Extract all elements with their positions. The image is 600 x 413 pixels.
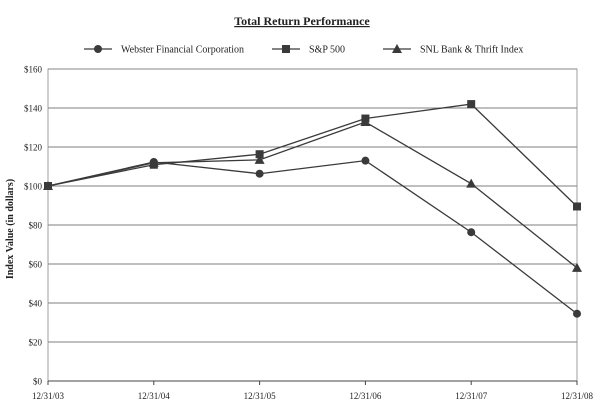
series-line [47,159,578,315]
x-tick-label: 12/31/07 [455,391,488,401]
legend-item: Webster Financial Corporation [84,45,244,56]
y-axis-label: Index Value (in dollars) [5,179,16,279]
y-tick-label: $40 [29,299,43,309]
data-point [255,150,264,159]
legend-item: S&P 500 [272,45,345,56]
data-point [148,157,159,167]
data-point [361,156,370,165]
series-square [44,100,581,211]
data-point [254,154,265,164]
data-point [573,202,581,211]
data-point [255,169,264,178]
y-tick-label: $100 [24,182,43,192]
legend-marker-triangle [392,44,402,53]
data-point [467,100,476,109]
data-point [467,228,476,237]
legend-label: S&P 500 [309,45,345,56]
series-line [47,121,578,269]
x-tick-label: 12/31/04 [138,391,171,401]
y-tick-label: $0 [33,377,43,387]
y-tick-label: $20 [29,338,43,348]
data-point [572,262,582,272]
legend-label: SNL Bank & Thrift Index [420,45,523,56]
series-circle [44,156,581,318]
y-tick-label: $160 [24,65,43,75]
x-tick-label: 12/31/08 [561,391,594,401]
chart-title: Total Return Performance [234,14,370,28]
axes: $0 $20 $40 $60 $80 $100 $120 $140 $160 12/31/03 12… [24,65,593,402]
legend-label: Webster Financial Corporation [121,45,244,56]
data-point [573,309,581,318]
x-tick-label: 12/31/06 [349,391,382,401]
legend: Webster Financial Corporation S&P 500 SNL … [84,44,523,56]
y-tick-label: $120 [24,143,43,153]
x-tick-label: 12/31/03 [32,391,65,401]
data-point [466,178,477,188]
legend-marker-square [282,45,290,53]
x-tick-label: 12/31/05 [244,391,277,401]
series-triangle [43,117,582,272]
data-point [43,181,53,190]
series-line [47,103,578,207]
legend-marker-circle [94,45,102,53]
y-tick-label: $140 [24,104,43,114]
data-point [360,117,371,127]
series-layer [43,100,582,318]
legend-item: SNL Bank & Thrift Index [383,44,523,56]
y-tick-label: $80 [29,221,43,231]
y-tick-label: $60 [29,260,43,270]
